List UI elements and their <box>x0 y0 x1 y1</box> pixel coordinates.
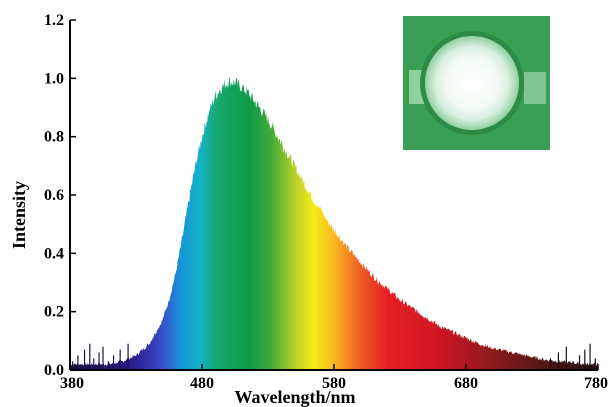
y-tick-label: 0.6 <box>44 187 64 204</box>
y-tick-label: 0.8 <box>44 129 64 146</box>
led-glow <box>425 36 519 130</box>
axes: 0.0 0.2 0.4 0.6 0.8 1.0 1.2 380 480 580 680 780 <box>44 12 608 392</box>
x-tick-label: 680 <box>454 375 478 392</box>
y-tick-label: 0.0 <box>44 362 64 379</box>
x-tick-label: 780 <box>584 375 608 392</box>
noise-spikes <box>72 343 596 370</box>
inset-photo <box>403 16 550 150</box>
y-ticks: 0.0 0.2 0.4 0.6 0.8 1.0 1.2 <box>44 12 76 379</box>
plot-area <box>70 76 598 371</box>
y-axis-title: Intensity <box>9 181 29 249</box>
x-tick-label: 480 <box>190 375 214 392</box>
x-ticks: 380 480 580 680 780 <box>60 364 608 392</box>
y-tick-label: 1.0 <box>44 70 64 87</box>
led-lead-right <box>524 72 546 104</box>
y-tick-label: 0.2 <box>44 304 64 321</box>
spectrum-area <box>70 76 598 371</box>
y-tick-label: 1.2 <box>44 12 64 29</box>
x-tick-label: 580 <box>322 375 346 392</box>
x-tick-label: 380 <box>60 375 84 392</box>
x-axis-title: Wavelength/nm <box>234 387 355 407</box>
y-tick-label: 0.4 <box>44 245 64 262</box>
